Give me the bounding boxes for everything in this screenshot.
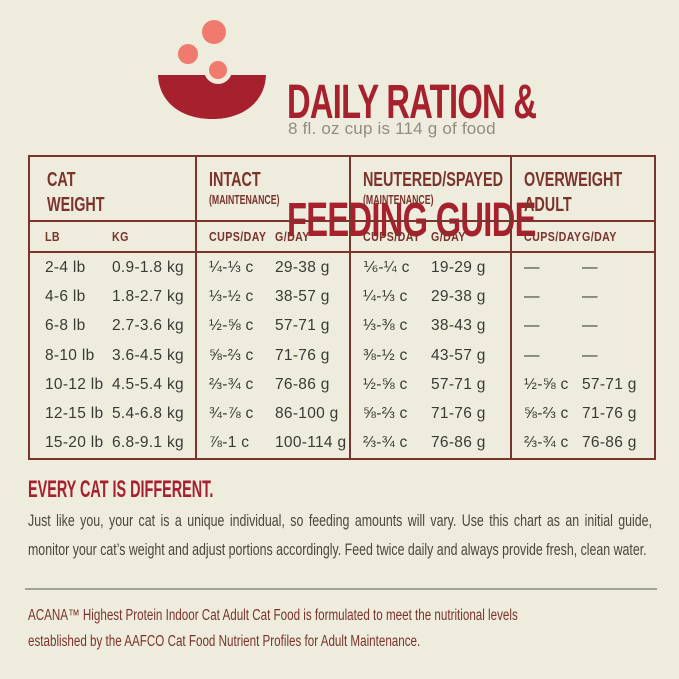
table-cell: ⅓-½ c (195, 282, 275, 312)
table-cell: — (510, 282, 582, 312)
table-cell: ½-⅝ c (510, 370, 582, 400)
title-line-1: DAILY RATION & (287, 76, 537, 129)
table-cell: ⅜-½ c (349, 340, 431, 371)
table-cell: ⅓-⅜ c (349, 311, 431, 341)
table-cell: ⅞-1 c (195, 428, 275, 459)
bowl-icon-svg (158, 20, 266, 119)
table-cell: — (582, 317, 598, 335)
table-cell: 3.6-4.5 kg (112, 346, 184, 364)
table-cell: 10-12 lb (45, 375, 104, 393)
table-cell: ½-⅝ c (349, 370, 431, 400)
table-cell: 86-100 g (275, 405, 339, 423)
table-cell: 12-15 lb (45, 405, 104, 423)
table-cell: 71-76 g (275, 346, 330, 364)
divider-line (25, 588, 657, 590)
cup-conversion-note: 8 fl. oz cup is 114 g of food (288, 119, 496, 138)
table-cell: 71-76 g (431, 405, 486, 423)
table-cell: 4-6 lb (45, 287, 86, 305)
table-cell: 15-20 lb (45, 434, 104, 452)
table-cell: — (510, 253, 582, 283)
column-header-kg: KG (100, 222, 195, 253)
group-label: NEUTERED/SPAYED (363, 169, 504, 191)
table-cell: — (582, 346, 598, 364)
table-cell: ⅝-⅔ c (510, 399, 582, 429)
bowl-shape (158, 75, 266, 119)
column-header-cups-day: CUPS/DAY (349, 222, 431, 253)
column-header-cups-day: CUPS/DAY (195, 222, 275, 253)
table-cell: 4.5-5.4 kg (112, 375, 184, 393)
table-cell: ¼-⅓ c (349, 282, 431, 312)
table-cell: 6.8-9.1 kg (112, 434, 184, 452)
bowl-with-kibble-icon (150, 18, 275, 124)
column-header-lb: LB (30, 222, 100, 253)
column-header-g-day: G/DAY (582, 222, 654, 253)
feeding-guide-table: CAT WEIGHT INTACT (MAINTENANCE) NEUTERED… (28, 155, 656, 461)
table-cell: 43-57 g (431, 346, 486, 364)
aafco-statement: ACANA™ Highest Protein Indoor Cat Adult … (28, 607, 518, 650)
column-group-overweight-adult: OVERWEIGHT ADULT (510, 157, 654, 222)
table-cell: 38-57 g (275, 287, 330, 305)
column-header-g-day: G/DAY (275, 222, 349, 253)
table-cell: ⅝-⅔ c (195, 340, 275, 371)
kibble-dot-icon (178, 44, 198, 64)
group-label: CAT WEIGHT (47, 169, 105, 216)
column-group-neutered-spayed: NEUTERED/SPAYED (MAINTENANCE) (349, 157, 510, 222)
table-cell: 2.7-3.6 kg (112, 317, 184, 335)
table-cell: 6-8 lb (45, 317, 86, 335)
table-cell: ⅝-⅔ c (349, 399, 431, 429)
table-cell: 57-71 g (431, 375, 486, 393)
table-cell: 76-86 g (582, 434, 637, 452)
feeding-advice-paragraph: Just like you, your cat is a unique indi… (28, 512, 652, 559)
table-cell: 29-38 g (431, 287, 486, 305)
table-cell: 100-114 g (275, 434, 347, 452)
table-cell: — (582, 258, 598, 276)
column-header-cups-day: CUPS/DAY (510, 222, 582, 253)
table-cell: ⅔-¾ c (349, 428, 431, 459)
table-cell: 57-71 g (275, 317, 330, 335)
table-cell: ⅔-¾ c (510, 428, 582, 459)
table-cell: 19-29 g (431, 258, 486, 276)
column-group-cat-weight: CAT WEIGHT (30, 157, 195, 222)
table-cell: ¾-⅞ c (195, 399, 275, 429)
column-group-intact: INTACT (MAINTENANCE) (195, 157, 349, 222)
table-cell: 71-76 g (582, 405, 637, 423)
table-cell: ½-⅝ c (195, 311, 275, 341)
group-sublabel: (MAINTENANCE) (363, 193, 434, 207)
table-cell: 76-86 g (431, 434, 486, 452)
column-header-g-day: G/DAY (431, 222, 510, 253)
group-sublabel: (MAINTENANCE) (209, 193, 280, 207)
group-label: INTACT (209, 169, 261, 191)
table-cell: 29-38 g (275, 258, 330, 276)
table-cell: 38-43 g (431, 317, 486, 335)
table-cell: 5.4-6.8 kg (112, 405, 184, 423)
table-cell: ⅙-¼ c (349, 253, 431, 283)
table-cell: 2-4 lb (45, 258, 86, 276)
table-cell: 57-71 g (582, 375, 637, 393)
table-cell: 0.9-1.8 kg (112, 258, 184, 276)
kibble-dot-icon (202, 20, 226, 44)
table-cell: ¼-⅓ c (195, 253, 275, 283)
table-cell: 8-10 lb (45, 346, 95, 364)
table-cell: ⅔-¾ c (195, 370, 275, 400)
table-cell: 76-86 g (275, 375, 330, 393)
table-cell: — (582, 287, 598, 305)
table-cell: — (510, 311, 582, 341)
group-label: OVERWEIGHT ADULT (524, 169, 623, 216)
kibble-dot-icon (204, 56, 232, 84)
table-cell: 1.8-2.7 kg (112, 287, 184, 305)
every-cat-heading: EVERY CAT IS DIFFERENT. (28, 476, 214, 503)
table-cell: — (510, 340, 582, 371)
